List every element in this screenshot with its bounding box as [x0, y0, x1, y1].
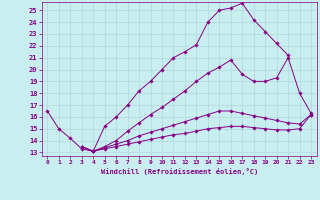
X-axis label: Windchill (Refroidissement éolien,°C): Windchill (Refroidissement éolien,°C): [100, 168, 258, 175]
